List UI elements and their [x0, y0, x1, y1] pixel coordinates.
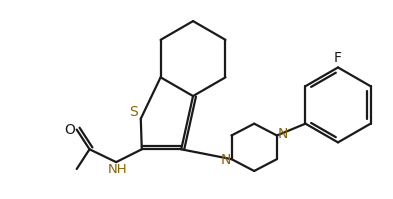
- Text: F: F: [334, 51, 342, 65]
- Text: O: O: [64, 123, 75, 137]
- Text: S: S: [130, 105, 138, 119]
- Text: N: N: [220, 153, 231, 167]
- Text: N: N: [277, 127, 288, 140]
- Text: NH: NH: [107, 163, 127, 176]
